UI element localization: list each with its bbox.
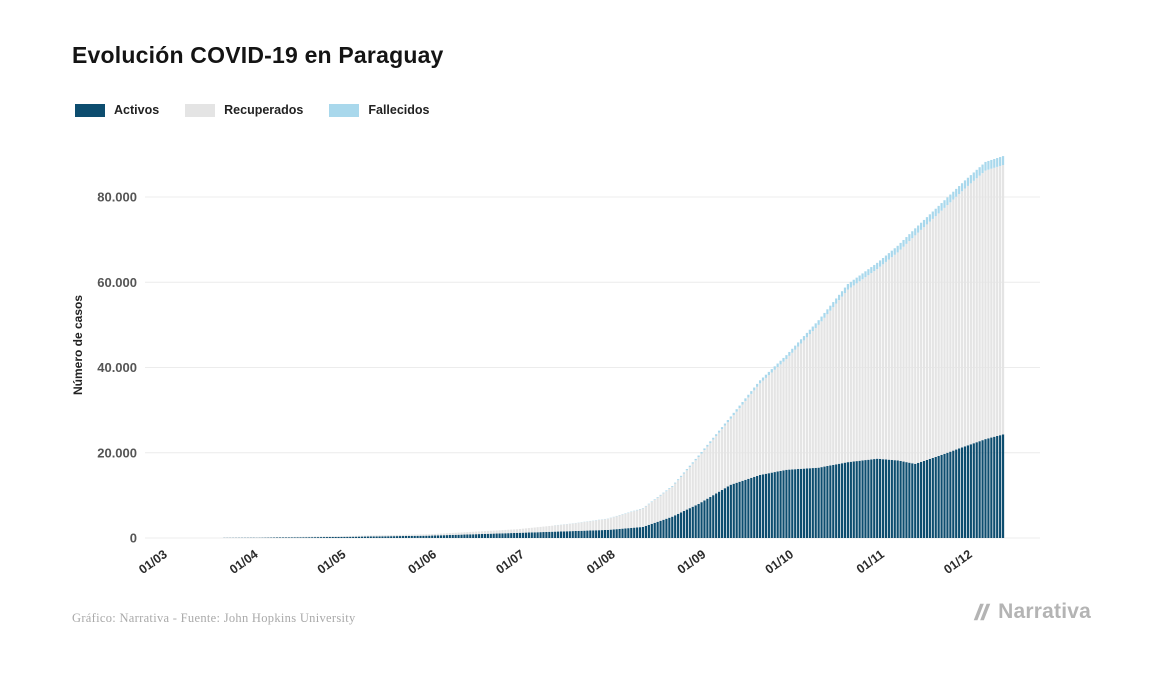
svg-text:01/11: 01/11 <box>854 547 887 576</box>
svg-text:0: 0 <box>130 531 137 546</box>
svg-text:01/03: 01/03 <box>136 547 170 577</box>
legend-swatch-fallecidos <box>329 103 360 117</box>
legend-label-fallecidos: Fallecidos <box>368 103 430 117</box>
legend-item-recuperados: Recuperados <box>185 103 303 117</box>
svg-text:01/06: 01/06 <box>406 547 440 577</box>
svg-text:01/10: 01/10 <box>763 547 797 577</box>
narrativa-n-icon <box>973 603 991 621</box>
chart-legend: Activos Recuperados Fallecidos <box>75 103 430 117</box>
y-axis-title: Número de casos <box>71 294 85 396</box>
svg-text:01/08: 01/08 <box>584 547 618 577</box>
narrativa-logo: Narrativa <box>971 600 1091 624</box>
chart-credit: Gráfico: Narrativa - Fuente: John Hopkin… <box>72 611 356 625</box>
narrativa-logo-text: Narrativa <box>998 600 1091 623</box>
legend-item-activos: Activos <box>75 103 159 117</box>
legend-item-fallecidos: Fallecidos <box>329 103 430 117</box>
page-title: Evolución COVID-19 en Paraguay <box>72 42 444 68</box>
svg-text:01/09: 01/09 <box>675 547 709 577</box>
legend-label-activos: Activos <box>114 103 160 117</box>
legend-label-recuperados: Recuperados <box>224 103 304 117</box>
svg-text:01/07: 01/07 <box>493 547 527 577</box>
legend-swatch-recuperados <box>185 103 216 117</box>
svg-text:01/12: 01/12 <box>941 547 975 577</box>
svg-text:60.000: 60.000 <box>97 275 137 290</box>
svg-text:40.000: 40.000 <box>97 360 137 375</box>
legend-swatch-activos <box>75 103 105 117</box>
svg-text:01/05: 01/05 <box>315 547 349 577</box>
svg-text:80.000: 80.000 <box>97 190 137 205</box>
svg-text:20.000: 20.000 <box>97 445 137 460</box>
svg-text:01/04: 01/04 <box>227 547 261 577</box>
